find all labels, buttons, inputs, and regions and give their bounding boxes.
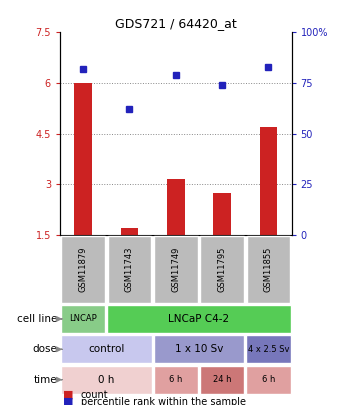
Text: control: control [88, 344, 125, 354]
Text: GSM11879: GSM11879 [79, 247, 88, 292]
Bar [200, 236, 244, 303]
Text: 6 h: 6 h [169, 375, 182, 384]
Bar [167, 179, 185, 235]
Text: ■: ■ [63, 397, 74, 405]
Bar [121, 228, 138, 235]
Text: percentile rank within the sample: percentile rank within the sample [81, 397, 246, 405]
Text: 0 h: 0 h [98, 375, 115, 385]
Text: dose: dose [33, 344, 58, 354]
Bar [154, 366, 198, 394]
Text: GSM11743: GSM11743 [125, 247, 134, 292]
Bar [154, 236, 198, 303]
Text: 4 x 2.5 Sv: 4 x 2.5 Sv [248, 345, 289, 354]
Bar [247, 236, 290, 303]
Bar [61, 335, 152, 363]
Text: GSM11855: GSM11855 [264, 247, 273, 292]
Text: time: time [34, 375, 58, 385]
Bar [61, 236, 105, 303]
Bar [108, 236, 151, 303]
Text: GSM11795: GSM11795 [217, 247, 227, 292]
Bar [200, 366, 244, 394]
Text: LNCAP: LNCAP [69, 314, 97, 324]
Text: 6 h: 6 h [262, 375, 275, 384]
Bar [246, 366, 291, 394]
Text: ■: ■ [63, 390, 74, 400]
Bar [213, 193, 231, 235]
Bar [61, 366, 152, 394]
Title: GDS721 / 64420_at: GDS721 / 64420_at [115, 17, 237, 30]
Bar [107, 305, 291, 333]
Text: 1 x 10 Sv: 1 x 10 Sv [175, 344, 223, 354]
Text: count: count [81, 390, 108, 400]
Bar [260, 127, 277, 235]
Bar [61, 305, 105, 333]
Bar [154, 335, 244, 363]
Text: GSM11749: GSM11749 [171, 247, 180, 292]
Bar [74, 83, 92, 235]
Text: cell line: cell line [17, 314, 58, 324]
Text: LNCaP C4-2: LNCaP C4-2 [168, 314, 229, 324]
Text: 24 h: 24 h [213, 375, 231, 384]
Bar [246, 335, 291, 363]
